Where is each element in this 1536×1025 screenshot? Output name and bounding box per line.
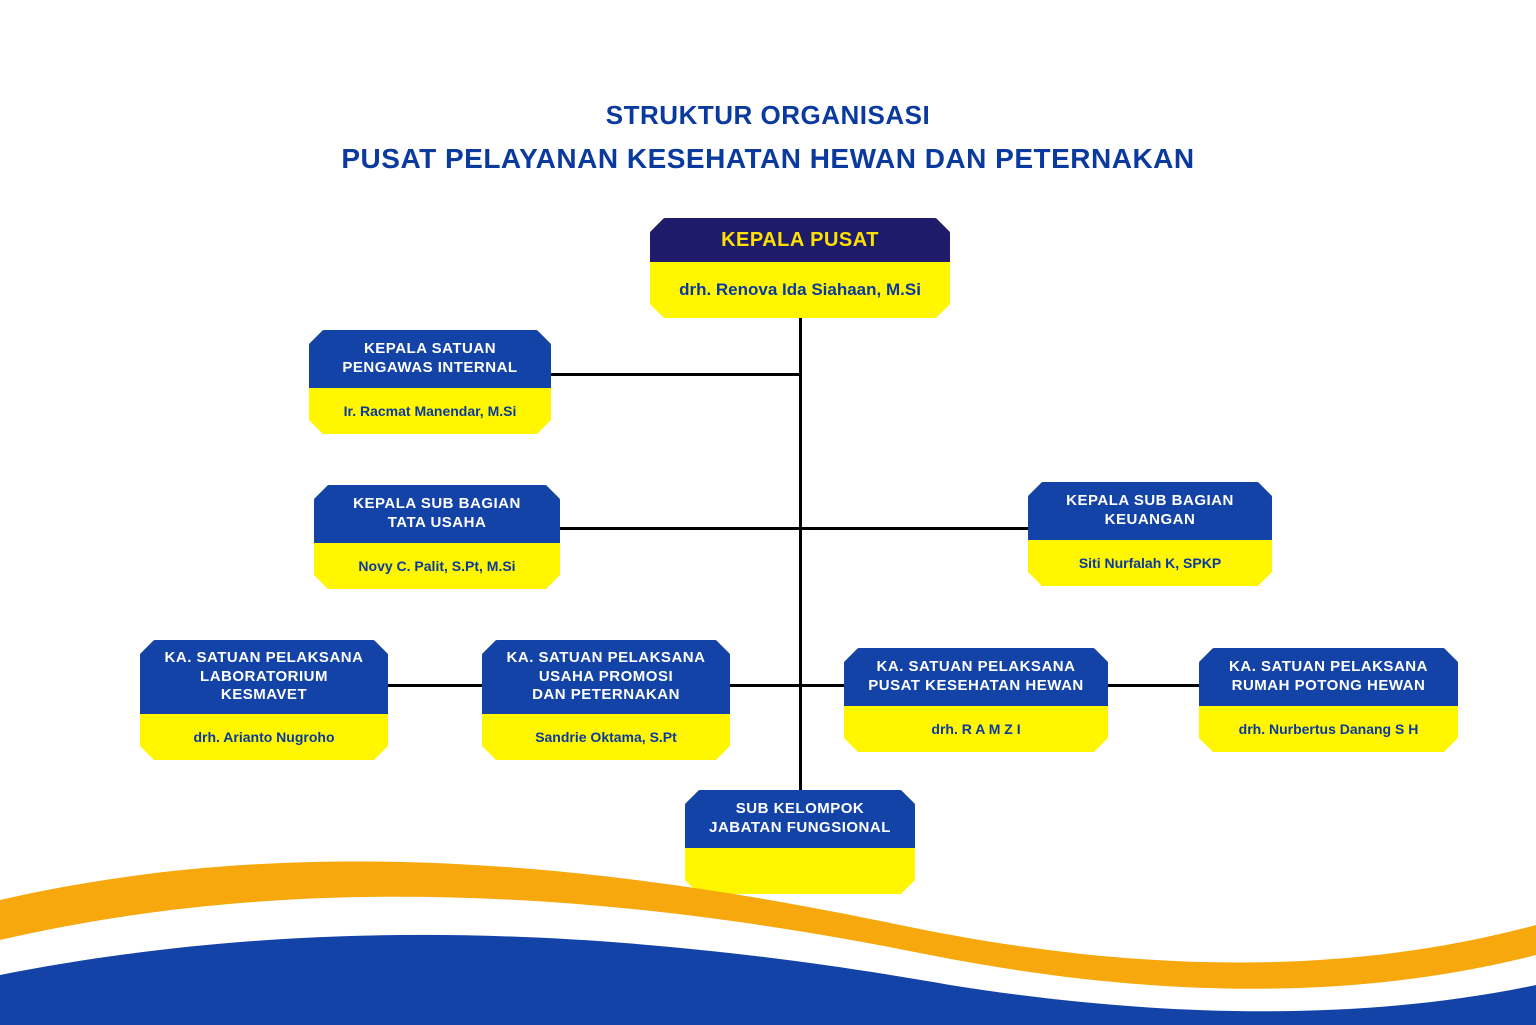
node-pengawas-internal: KEPALA SATUAN PENGAWAS INTERNAL Ir. Racm… bbox=[309, 330, 551, 434]
node-usaha-promosi: KA. SATUAN PELAKSANA USAHA PROMOSI DAN P… bbox=[482, 640, 730, 760]
node-name: drh. Nurbertus Danang S H bbox=[1199, 706, 1458, 752]
node-title: KEPALA SATUAN PENGAWAS INTERNAL bbox=[309, 330, 551, 388]
chart-title-line2: PUSAT PELAYANAN KESEHATAN HEWAN DAN PETE… bbox=[0, 143, 1536, 175]
node-title-line: DAN PETERNAKAN bbox=[492, 686, 720, 705]
node-title: KA. SATUAN PELAKSANA USAHA PROMOSI DAN P… bbox=[482, 640, 730, 714]
node-title-line: KA. SATUAN PELAKSANA bbox=[854, 658, 1098, 677]
node-title: KA. SATUAN PELAKSANA LABORATORIUM KESMAV… bbox=[140, 640, 388, 714]
node-title-line: LABORATORIUM bbox=[150, 668, 378, 687]
node-title-line: SUB KELOMPOK bbox=[695, 800, 905, 819]
node-title-line: KA. SATUAN PELAKSANA bbox=[150, 649, 378, 668]
node-name: Ir. Racmat Manendar, M.Si bbox=[309, 388, 551, 434]
node-name: drh. Renova Ida Siahaan, M.Si bbox=[650, 262, 950, 318]
node-title-line: KA. SATUAN PELAKSANA bbox=[1209, 658, 1448, 677]
node-title-line: TATA USAHA bbox=[324, 514, 550, 533]
connector-vertical-trunk bbox=[799, 298, 802, 790]
node-title-line: KESMAVET bbox=[150, 686, 378, 705]
node-name: Sandrie Oktama, S.Pt bbox=[482, 714, 730, 760]
node-name bbox=[685, 848, 915, 894]
node-name: Siti Nurfalah K, SPKP bbox=[1028, 540, 1272, 586]
node-title-line: KEPALA SUB BAGIAN bbox=[324, 495, 550, 514]
node-title: KA. SATUAN PELAKSANA PUSAT KESEHATAN HEW… bbox=[844, 648, 1108, 706]
connector-subbag bbox=[560, 527, 1028, 530]
node-title-text: KEPALA PUSAT bbox=[660, 228, 940, 253]
node-title-line: KEPALA SATUAN bbox=[319, 340, 541, 359]
node-title: KEPALA PUSAT bbox=[650, 218, 950, 262]
connector-spi bbox=[551, 373, 800, 376]
node-title: KEPALA SUB BAGIAN KEUANGAN bbox=[1028, 482, 1272, 540]
org-chart-canvas: STRUKTUR ORGANISASI PUSAT PELAYANAN KESE… bbox=[0, 0, 1536, 1025]
node-lab-kesmavet: KA. SATUAN PELAKSANA LABORATORIUM KESMAV… bbox=[140, 640, 388, 760]
node-title-line: JABATAN FUNGSIONAL bbox=[695, 819, 905, 838]
node-name: drh. R A M Z I bbox=[844, 706, 1108, 752]
node-title: KEPALA SUB BAGIAN TATA USAHA bbox=[314, 485, 560, 543]
node-title: KA. SATUAN PELAKSANA RUMAH POTONG HEWAN bbox=[1199, 648, 1458, 706]
node-title-line: USAHA PROMOSI bbox=[492, 668, 720, 687]
node-title-line: KA. SATUAN PELAKSANA bbox=[492, 649, 720, 668]
node-title: SUB KELOMPOK JABATAN FUNGSIONAL bbox=[685, 790, 915, 848]
node-title-line: KEUANGAN bbox=[1038, 511, 1262, 530]
node-title-line: RUMAH POTONG HEWAN bbox=[1209, 677, 1448, 696]
node-tata-usaha: KEPALA SUB BAGIAN TATA USAHA Novy C. Pal… bbox=[314, 485, 560, 589]
node-keuangan: KEPALA SUB BAGIAN KEUANGAN Siti Nurfalah… bbox=[1028, 482, 1272, 586]
node-pusat-kesehatan-hewan: KA. SATUAN PELAKSANA PUSAT KESEHATAN HEW… bbox=[844, 648, 1108, 752]
node-title-line: PUSAT KESEHATAN HEWAN bbox=[854, 677, 1098, 696]
node-kepala-pusat: KEPALA PUSAT drh. Renova Ida Siahaan, M.… bbox=[650, 218, 950, 318]
node-title-line: PENGAWAS INTERNAL bbox=[319, 359, 541, 378]
node-name: Novy C. Palit, S.Pt, M.Si bbox=[314, 543, 560, 589]
node-name: drh. Arianto Nugroho bbox=[140, 714, 388, 760]
node-title-line: KEPALA SUB BAGIAN bbox=[1038, 492, 1262, 511]
node-sub-jabatan-fungsional: SUB KELOMPOK JABATAN FUNGSIONAL bbox=[685, 790, 915, 894]
node-rumah-potong-hewan: KA. SATUAN PELAKSANA RUMAH POTONG HEWAN … bbox=[1199, 648, 1458, 752]
chart-title-line1: STRUKTUR ORGANISASI bbox=[0, 100, 1536, 131]
chart-title: STRUKTUR ORGANISASI PUSAT PELAYANAN KESE… bbox=[0, 100, 1536, 175]
